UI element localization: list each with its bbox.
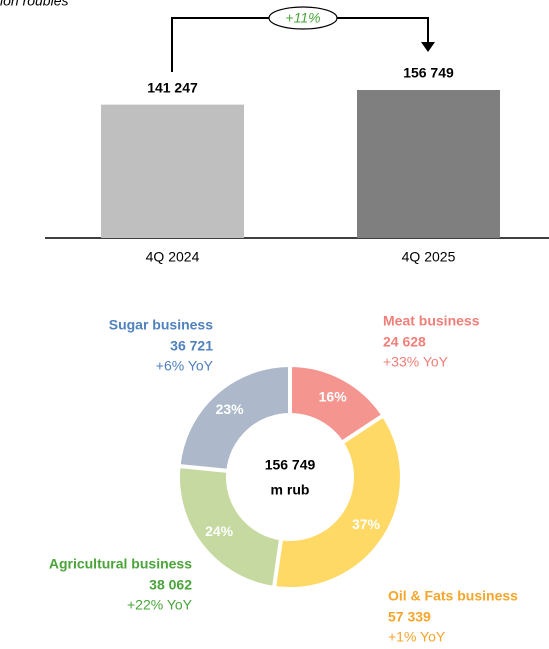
donut-slice — [271, 412, 404, 591]
center-label: m rub — [271, 482, 310, 498]
annotation-bubble — [268, 6, 338, 30]
category-label: Oil & Fats business — [388, 588, 518, 604]
change-label: +1% YoY — [388, 629, 446, 645]
bar — [101, 104, 244, 238]
value-label: 38 062 — [149, 577, 192, 593]
value-label: 57 339 — [388, 609, 431, 625]
change-label: +33% YoY — [383, 354, 449, 370]
x-tick-label: 4Q 2025 — [402, 249, 456, 265]
value-label: 36 721 — [170, 338, 213, 354]
share-label: 16% — [319, 388, 348, 404]
center-label: 156 749 — [265, 457, 316, 473]
arrow-head — [421, 42, 435, 52]
share-label: 23% — [216, 401, 245, 417]
share-label: 37% — [352, 516, 381, 532]
donut-slice — [176, 463, 284, 591]
category-label: Sugar business — [109, 317, 213, 333]
category-label: Agricultural business — [49, 556, 192, 572]
change-label: +6% YoY — [156, 358, 214, 374]
value-label: 24 628 — [383, 334, 426, 350]
x-tick-label: 4Q 2024 — [146, 249, 200, 265]
bar — [357, 90, 500, 238]
annotation: +11% — [285, 10, 320, 26]
value-label: 156 749 — [403, 65, 454, 81]
category-label: Meat business — [383, 313, 480, 329]
value-label: 141 247 — [147, 79, 198, 95]
donut-slice — [176, 362, 292, 474]
share-label: 24% — [205, 523, 234, 539]
change-label: +22% YoY — [127, 597, 193, 613]
chart-title: ion roubles — [0, 0, 69, 9]
